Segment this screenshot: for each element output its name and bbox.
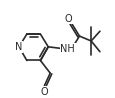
Text: O: O — [64, 14, 72, 24]
Text: NH: NH — [60, 44, 75, 54]
Text: O: O — [40, 87, 48, 97]
Text: N: N — [15, 42, 22, 52]
